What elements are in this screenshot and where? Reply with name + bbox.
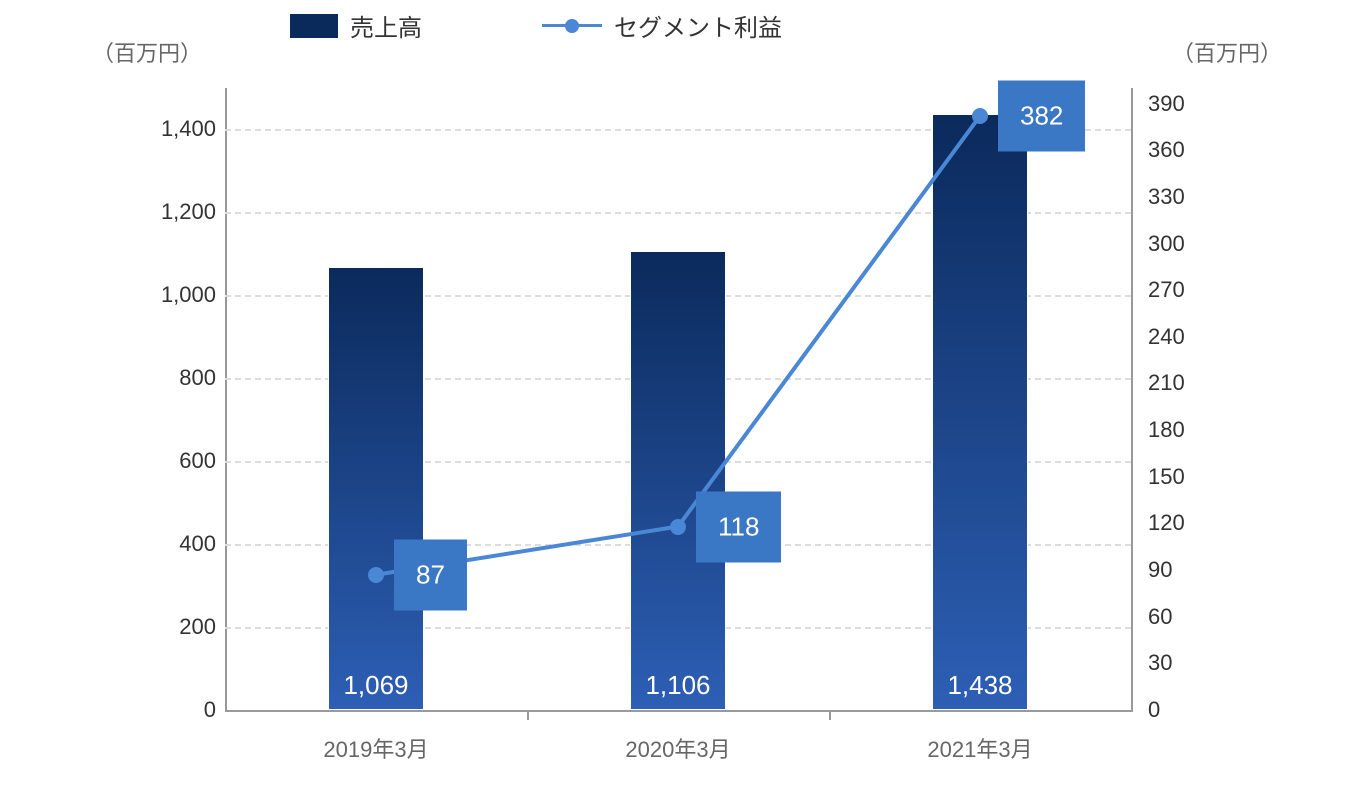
y-tick-left-label: 400 (136, 531, 216, 557)
bar: 1,106 (630, 251, 727, 710)
y-tick-right-label: 300 (1148, 231, 1185, 257)
y-tick-right-label: 210 (1148, 370, 1185, 396)
axis-unit-right: （百万円） (1172, 36, 1282, 68)
legend-line-label: セグメント利益 (614, 8, 782, 43)
y-tick-left-label: 600 (136, 448, 216, 474)
line-value-box: 118 (696, 491, 781, 562)
plot-area: 1,0691,1061,438 87118382 (225, 88, 1131, 710)
legend-item-line: セグメント利益 (542, 8, 782, 43)
line-value-box: 87 (394, 539, 467, 610)
y-tick-right-label: 30 (1148, 650, 1172, 676)
y-tick-right-label: 390 (1148, 91, 1185, 117)
x-axis (225, 710, 1133, 712)
y-tick-right-label: 90 (1148, 557, 1172, 583)
y-tick-right-label: 120 (1148, 510, 1185, 536)
y-tick-right-label: 360 (1148, 137, 1185, 163)
bar-value-label: 1,069 (343, 670, 408, 701)
y-tick-left-label: 200 (136, 614, 216, 640)
y-tick-right-label: 60 (1148, 604, 1172, 630)
y-tick-left-label: 0 (136, 697, 216, 723)
y-tick-left-label: 1,200 (136, 199, 216, 225)
legend-item-bar: 売上高 (290, 8, 422, 43)
legend-marker-icon (565, 19, 579, 33)
y-tick-right-label: 240 (1148, 324, 1185, 350)
legend: 売上高 セグメント利益 (290, 8, 782, 43)
line-marker (972, 108, 988, 124)
chart-container: 売上高 セグメント利益 （百万円） （百万円） 1,0691,1061,438 … (0, 0, 1356, 800)
line-value-box: 382 (998, 80, 1085, 151)
legend-bar-swatch (290, 14, 338, 38)
axis-unit-left: （百万円） (92, 36, 202, 68)
y-axis-right (1131, 88, 1133, 712)
y-tick-right-label: 330 (1148, 184, 1185, 210)
bar: 1,069 (328, 267, 425, 710)
legend-line-swatch (542, 14, 602, 38)
x-tick-label: 2019年3月 (323, 732, 428, 764)
y-tick-right-label: 180 (1148, 417, 1185, 443)
y-tick-right-label: 150 (1148, 464, 1185, 490)
y-tick-right-label: 0 (1148, 697, 1160, 723)
bar-value-label: 1,438 (947, 670, 1012, 701)
line-marker (368, 567, 384, 583)
x-tick-mark (829, 710, 831, 720)
x-tick-mark (527, 710, 529, 720)
line-marker (670, 519, 686, 535)
y-tick-left-label: 1,400 (136, 116, 216, 142)
bar-value-label: 1,106 (645, 670, 710, 701)
bar: 1,438 (932, 114, 1029, 710)
y-tick-left-label: 800 (136, 365, 216, 391)
x-tick-label: 2020年3月 (625, 732, 730, 764)
y-tick-left-label: 1,000 (136, 282, 216, 308)
y-tick-right-label: 270 (1148, 277, 1185, 303)
x-tick-label: 2021年3月 (927, 732, 1032, 764)
legend-bar-label: 売上高 (350, 8, 422, 43)
